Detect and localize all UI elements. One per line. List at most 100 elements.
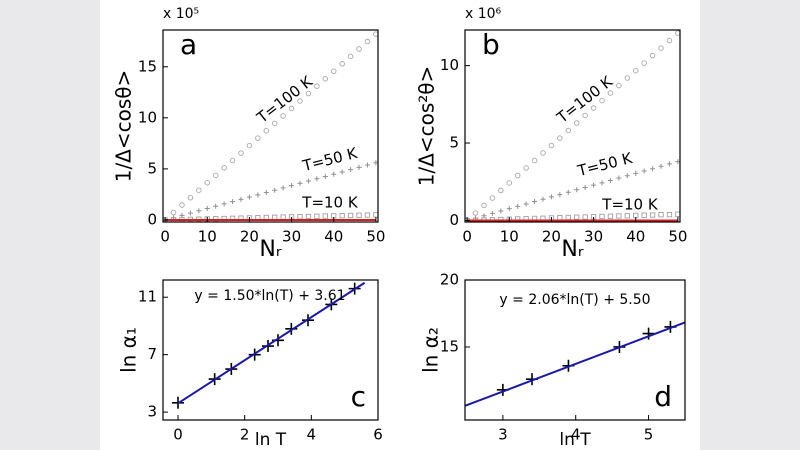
point [364,212,371,218]
series-label: y = 2.06*ln(T) + 5.50 [499,292,650,308]
point [582,112,588,119]
point [322,173,328,179]
point [565,127,572,134]
point [616,213,622,219]
y-axis-label: 1/Δ<cos²θ> [415,66,439,187]
point [557,192,563,198]
x-tick-label: 5 [644,426,654,444]
x-tick-label: 0 [160,228,170,246]
point [666,161,672,167]
axes-frame [464,279,686,421]
x-tick-label: 0 [173,426,183,444]
panel-letter: a [180,28,197,61]
point [498,208,504,214]
axes-frame [162,279,379,421]
y-tick-label: 5 [147,159,157,177]
point [229,157,236,164]
point [607,90,614,96]
x-axis-label: Nᵣ [561,237,583,262]
point [489,195,496,201]
series-label: T=10 K [301,194,359,212]
plot-area [172,281,366,409]
x-tick-label: 20 [542,228,561,246]
point [531,157,538,164]
point [506,206,512,212]
point [212,172,219,179]
x-tick-label: 6 [373,426,383,444]
x-tick-label: 3 [498,426,508,444]
point [591,182,597,188]
point [179,202,185,208]
point [263,127,270,134]
point [641,212,647,218]
x-tick-label: 50 [366,228,385,246]
x-tick-label: 30 [282,228,301,246]
point [246,142,253,149]
point [330,68,337,75]
point [641,168,647,174]
x-tick-label: 4 [307,426,317,444]
x-axis-label: Nᵣ [259,237,281,262]
point [331,171,337,177]
point [641,60,647,66]
panel-letter: b [482,28,500,61]
point [297,98,303,104]
plot-area [163,31,378,222]
point [288,105,295,112]
point [515,203,521,209]
point [523,201,529,207]
point [532,199,538,205]
point [633,170,639,176]
y-tick-label: 20 [440,271,459,289]
point [666,211,673,218]
point [616,82,622,89]
point [314,83,320,89]
point [590,105,597,111]
point [658,45,664,51]
point [548,194,554,200]
point [624,213,630,219]
y-tick-label: 5 [449,134,459,152]
point [582,214,588,220]
panel-background [100,0,700,450]
point [574,187,580,193]
point [255,192,261,198]
x-tick-label: 10 [500,228,519,246]
y-tick-label: 15 [440,337,459,355]
point [658,163,664,169]
point [540,196,546,202]
point [582,184,588,190]
x-tick-label: 40 [324,228,343,246]
series-label: T=10 K [601,196,659,214]
point [238,196,244,202]
point [339,61,345,67]
x-tick-label: 50 [668,228,687,246]
point [658,212,664,218]
point [649,212,656,218]
point [675,30,680,36]
y-axis-label: 1/Δ<cosθ> [112,70,136,183]
x-tick-label: 30 [584,228,603,246]
point [246,194,252,200]
point [204,206,210,212]
point [339,213,345,219]
point [347,53,354,60]
axes-frame [162,29,379,223]
point [285,322,298,335]
point [514,172,521,179]
y-tick-label: 0 [449,211,459,229]
point [472,210,479,216]
point [356,212,362,218]
point [322,213,328,219]
point [280,113,286,119]
point [540,150,546,156]
point [356,46,362,52]
point [213,203,219,209]
y-tick-label: 10 [440,56,459,74]
point [624,75,631,81]
point [238,150,244,156]
point [481,202,487,209]
point [607,178,613,184]
point [305,90,312,97]
